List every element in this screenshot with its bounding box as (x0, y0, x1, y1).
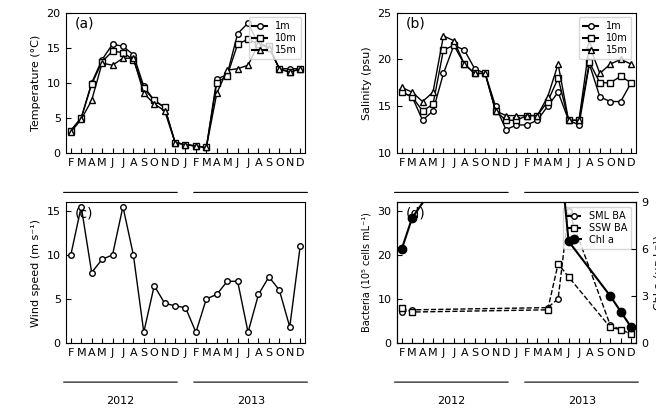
Y-axis label: Salinity (psu): Salinity (psu) (362, 46, 372, 120)
Text: 2012: 2012 (437, 206, 465, 217)
Text: 2013: 2013 (237, 206, 265, 217)
Legend: 1m, 10m, 15m: 1m, 10m, 15m (249, 18, 300, 59)
Text: (d): (d) (406, 206, 426, 220)
Y-axis label: Chl a (μg L⁻¹): Chl a (μg L⁻¹) (654, 235, 656, 310)
Y-axis label: Temperature (°C): Temperature (°C) (31, 35, 41, 131)
Text: 2013: 2013 (567, 206, 596, 217)
Text: 2012: 2012 (106, 396, 134, 406)
Text: 2013: 2013 (567, 396, 596, 406)
Text: 2012: 2012 (437, 396, 465, 406)
Y-axis label: Bacteria (10⁵ cells mL⁻¹): Bacteria (10⁵ cells mL⁻¹) (362, 213, 372, 332)
Legend: SML BA, SSW BA, Chl a: SML BA, SSW BA, Chl a (563, 207, 632, 249)
Text: (a): (a) (75, 17, 94, 31)
Text: 2013: 2013 (237, 396, 265, 406)
Text: (b): (b) (406, 17, 426, 31)
Y-axis label: Wind speed (m s⁻¹): Wind speed (m s⁻¹) (31, 219, 41, 326)
Legend: 1m, 10m, 15m: 1m, 10m, 15m (579, 18, 632, 59)
Text: 2012: 2012 (106, 206, 134, 217)
Text: (c): (c) (75, 206, 94, 220)
